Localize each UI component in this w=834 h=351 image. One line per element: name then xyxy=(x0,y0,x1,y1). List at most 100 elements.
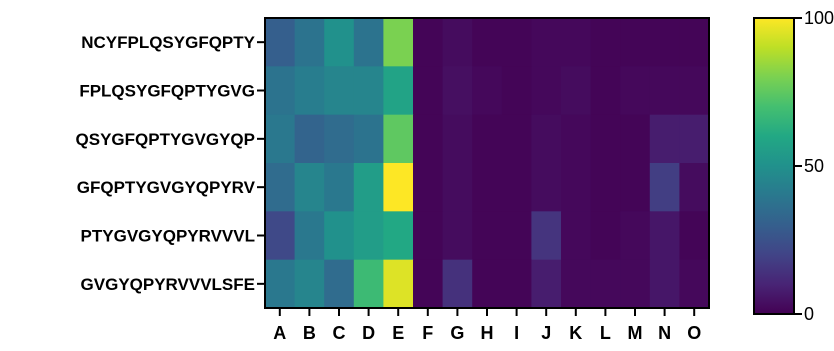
row-label: PTYGVGYQPYRVVVL xyxy=(81,227,255,246)
heatmap-cell xyxy=(324,66,355,116)
heatmap-cell xyxy=(620,163,651,212)
column-label: C xyxy=(333,323,346,343)
column-label: E xyxy=(392,323,404,343)
heatmap-cell xyxy=(294,259,325,309)
heatmap-cell xyxy=(590,163,621,212)
heatmap-cell xyxy=(413,114,444,164)
row-label: FPLQSYGFQPTYGVG xyxy=(79,82,255,101)
heatmap-cell xyxy=(679,211,710,261)
heatmap-cell xyxy=(531,259,562,309)
heatmap-cell xyxy=(590,66,621,116)
heatmap-cell xyxy=(620,66,651,116)
heatmap-cell xyxy=(413,259,444,309)
heatmap-cell xyxy=(294,18,325,67)
column-label: F xyxy=(422,323,433,343)
column-label: I xyxy=(514,323,519,343)
heatmap-cell xyxy=(649,259,680,309)
heatmap-cell xyxy=(294,211,325,261)
heatmap-cell xyxy=(294,114,325,164)
heatmap-cell xyxy=(501,259,532,309)
heatmap-cell xyxy=(590,211,621,261)
heatmap-cell xyxy=(383,259,414,309)
heatmap-cell xyxy=(353,259,384,309)
heatmap-cell xyxy=(620,18,651,67)
heatmap-cell xyxy=(561,114,592,164)
heatmap-cell xyxy=(472,163,503,212)
heatmap-cell xyxy=(383,66,414,116)
heatmap-cell xyxy=(383,163,414,212)
heatmap-cell xyxy=(620,211,651,261)
heatmap-cell xyxy=(265,163,296,212)
heatmap-cell xyxy=(413,66,444,116)
heatmap-cell xyxy=(324,163,355,212)
heatmap-cell xyxy=(649,163,680,212)
row-label: NCYFPLQSYGFQPTY xyxy=(81,33,255,52)
heatmap-cell xyxy=(294,66,325,116)
heatmap-cell xyxy=(324,259,355,309)
heatmap-cell xyxy=(679,18,710,67)
heatmap-cell xyxy=(590,18,621,67)
heatmap-cell xyxy=(561,259,592,309)
heatmap-cell xyxy=(265,18,296,67)
heatmap-cell xyxy=(679,114,710,164)
column-label: A xyxy=(273,323,286,343)
heatmap-cell xyxy=(531,163,562,212)
heatmap-cell xyxy=(649,66,680,116)
heatmap-cell xyxy=(294,163,325,212)
colorbar-tick-label: 50 xyxy=(804,156,824,176)
heatmap-cell xyxy=(679,163,710,212)
heatmap-cell xyxy=(265,211,296,261)
heatmap-cell xyxy=(472,114,503,164)
column-label: G xyxy=(450,323,464,343)
heatmap-cell xyxy=(501,18,532,67)
column-label: H xyxy=(481,323,494,343)
heatmap-cell xyxy=(679,259,710,309)
heatmap-cell xyxy=(501,163,532,212)
column-label: L xyxy=(600,323,611,343)
column-label: N xyxy=(658,323,671,343)
heatmap-cell xyxy=(561,66,592,116)
heatmap-cell xyxy=(353,66,384,116)
heatmap-cell xyxy=(442,66,473,116)
heatmap-cell xyxy=(620,259,651,309)
heatmap-cell xyxy=(472,18,503,67)
heatmap-cell xyxy=(590,259,621,309)
heatmap-cell xyxy=(501,211,532,261)
colorbar-ticks: 0 50 100 xyxy=(794,8,834,324)
heatmap-cell xyxy=(442,18,473,67)
heatmap-cell xyxy=(472,259,503,309)
heatmap-cell xyxy=(679,66,710,116)
heatmap-cell xyxy=(442,163,473,212)
heatmap-cell xyxy=(649,114,680,164)
row-label: QSYGFQPTYGVGYQP xyxy=(76,130,255,149)
heatmap-cell xyxy=(649,211,680,261)
heatmap-cell xyxy=(501,66,532,116)
column-label: M xyxy=(628,323,643,343)
heatmap-cell xyxy=(353,211,384,261)
row-label: GFQPTYGVGYQPYRV xyxy=(77,178,256,197)
heatmap-cell xyxy=(413,18,444,67)
heatmap-cell xyxy=(531,66,562,116)
heatmap-cell xyxy=(561,211,592,261)
heatmap-cell xyxy=(324,211,355,261)
heatmap-cell xyxy=(324,18,355,67)
heatmap-cell xyxy=(383,18,414,67)
heatmap-cell xyxy=(472,66,503,116)
heatmap-cell xyxy=(265,114,296,164)
heatmap-cell xyxy=(620,114,651,164)
heatmap-cell xyxy=(383,114,414,164)
heatmap-cell xyxy=(353,18,384,67)
heatmap-cells xyxy=(265,18,710,309)
heatmap-cell xyxy=(561,18,592,67)
heatmap-cell xyxy=(265,66,296,116)
heatmap-cell xyxy=(324,114,355,164)
colorbar-tick-label: 0 xyxy=(804,304,814,324)
heatmap-cell xyxy=(561,163,592,212)
colorbar xyxy=(753,17,795,315)
heatmap-cell xyxy=(442,114,473,164)
heatmap-cell xyxy=(353,163,384,212)
column-label: D xyxy=(362,323,375,343)
row-label: GVGYQPYRVVVLSFE xyxy=(81,275,255,294)
